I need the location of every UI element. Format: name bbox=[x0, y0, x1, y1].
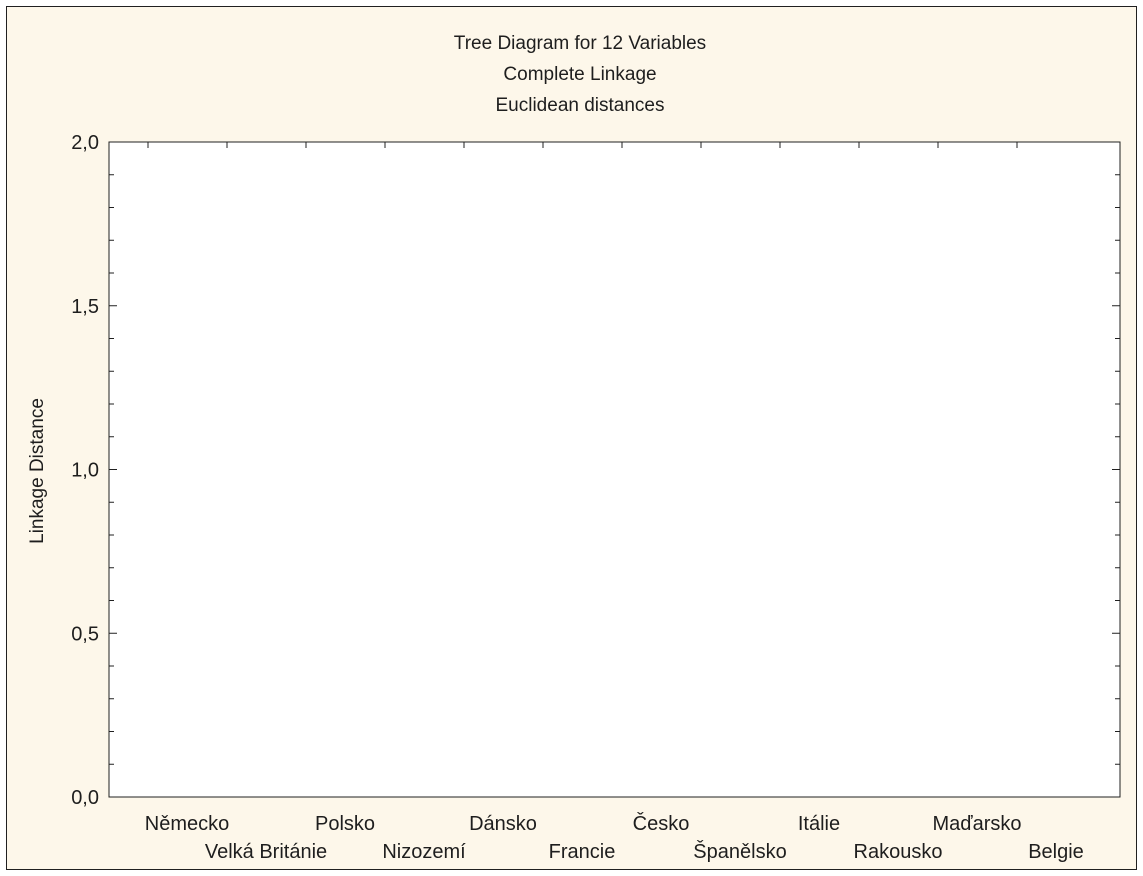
y-axis-label: Linkage Distance bbox=[27, 398, 48, 544]
leaf-label-4: Dánsko bbox=[469, 813, 537, 835]
leaf-label-10: Maďarsko bbox=[933, 813, 1022, 835]
leaf-label-5: Francie bbox=[549, 841, 616, 863]
y-tick-label-1: 0,5 bbox=[71, 623, 99, 645]
y-tick-labels: 0,0 0,5 1,0 1,5 2,0 bbox=[71, 132, 99, 809]
leaf-label-3: Nizozemí bbox=[382, 841, 466, 863]
leaf-label-6: Česko bbox=[633, 812, 690, 835]
top-strip bbox=[0, 0, 1143, 6]
y-tick-label-3: 1,5 bbox=[71, 296, 99, 318]
leaf-label-2: Polsko bbox=[315, 813, 375, 835]
leaf-labels: Německo Velká Británie Polsko NizozemíDánsk… bbox=[145, 812, 1084, 863]
axis-ticks bbox=[109, 141, 1120, 798]
leaf-label-8: Itálie bbox=[798, 813, 840, 835]
leaf-label-9: Rakousko bbox=[854, 841, 943, 863]
chart-subtitle-distance: Euclidean distances bbox=[496, 95, 665, 116]
y-tick-label-0: 0,0 bbox=[71, 787, 99, 809]
chart-title: Tree Diagram for 12 Variables bbox=[454, 33, 706, 54]
leaf-label-0: Německo bbox=[145, 813, 229, 835]
leaf-label-7: Španělsko bbox=[693, 840, 786, 863]
leaf-label-11: Belgie bbox=[1028, 841, 1084, 863]
chart-title-block: Tree Diagram for 12 Variables Complete L… bbox=[454, 33, 706, 116]
y-tick-label-2: 1,0 bbox=[71, 460, 99, 482]
leaf-label-1: Velká Británie bbox=[205, 841, 327, 863]
plot-border bbox=[108, 141, 1121, 798]
y-tick-label-4: 2,0 bbox=[71, 132, 99, 154]
chart-subtitle-linkage: Complete Linkage bbox=[503, 64, 656, 85]
